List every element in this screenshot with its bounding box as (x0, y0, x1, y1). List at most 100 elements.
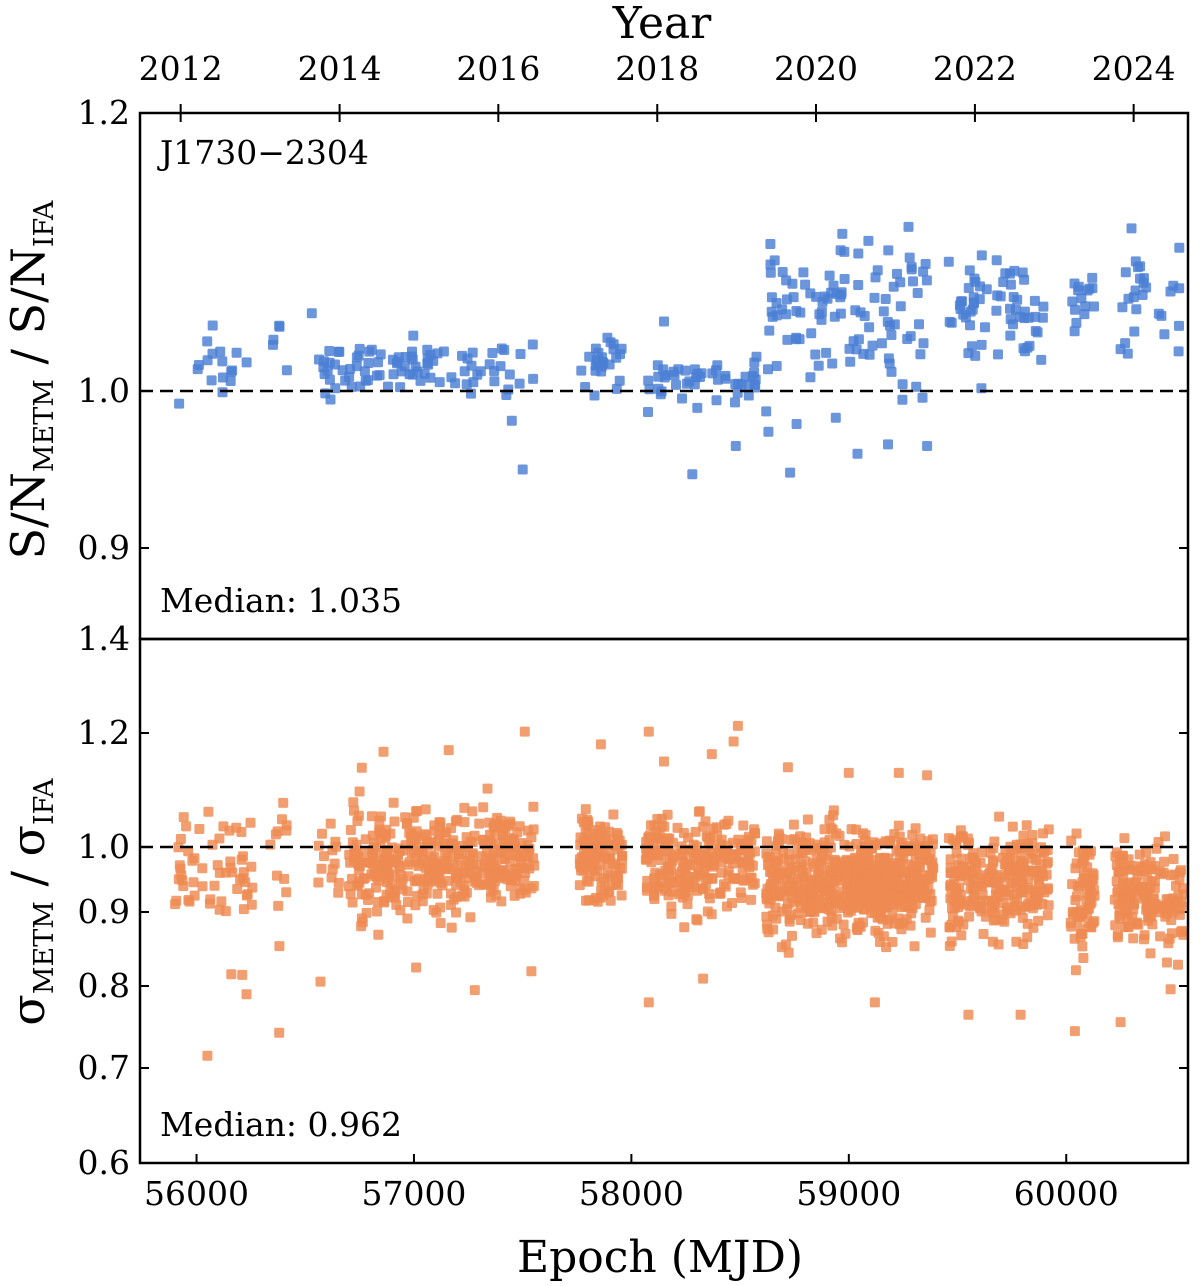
sigma-ratio-point (574, 880, 585, 891)
snr-ratio-point (584, 351, 595, 362)
snr-ratio-point (888, 281, 899, 292)
sigma-ratio-point (1145, 857, 1156, 868)
sigma-ratio-point (843, 767, 854, 778)
sigma-ratio-point (643, 997, 654, 1008)
snr-ratio-point (1159, 329, 1170, 340)
snr-ratio-point (407, 369, 418, 380)
snr-ratio-point (967, 304, 978, 315)
snr-ratio-point (202, 355, 213, 366)
sigma-ratio-point (716, 867, 727, 878)
sigma-ratio-point (667, 837, 678, 848)
sigma-ratio-point (859, 859, 870, 870)
sigma-ratio-point (1115, 1017, 1126, 1028)
sigma-ratio-point (331, 841, 341, 852)
sigma-ratio-point (413, 873, 424, 884)
snr-ratio-point (1117, 302, 1128, 313)
snr-ratio-point (608, 344, 619, 355)
snr-ratio-point (855, 307, 866, 318)
top-y-axis-label: S/NMETM / S/NIFA (1, 200, 60, 559)
sigma-ratio-point (985, 863, 996, 874)
sigma-ratio-point (181, 821, 192, 832)
top-ytick-label: 1.0 (78, 371, 130, 410)
sigma-ratio-point (1146, 876, 1157, 887)
snr-ratio-point (226, 366, 237, 377)
snr-ratio-point (576, 365, 587, 376)
mjd-tick-label: 60000 (1014, 1174, 1119, 1213)
snr-ratio-point (876, 338, 887, 349)
snr-ratio-point (817, 296, 828, 307)
sigma-ratio-point (767, 910, 778, 921)
bottom-ylabel-main: σ (1, 994, 55, 1025)
snr-ratio-point (922, 441, 933, 451)
sigma-ratio-point (956, 853, 967, 864)
sigma-ratio-point (1018, 830, 1029, 841)
sigma-ratio-point (319, 851, 329, 862)
sigma-ratio-point (720, 881, 731, 892)
year-tick-label: 2022 (933, 49, 1017, 88)
snr-ratio-point (658, 364, 669, 375)
snr-ratio-point (351, 361, 362, 372)
snr-ratio-point (904, 252, 915, 263)
snr-ratio-point (810, 349, 821, 360)
sigma-ratio-point (354, 786, 365, 797)
snr-ratio-point (765, 267, 776, 278)
snr-ratio-point (589, 390, 600, 401)
sigma-ratio-point (467, 806, 478, 817)
top-yticks: 0.9 1.0 1.2 (78, 93, 1188, 567)
snr-ratio-point (334, 346, 345, 357)
snr-ratio-point (829, 311, 840, 322)
sigma-ratio-point (1119, 833, 1130, 844)
snr-ratio-point (837, 228, 848, 239)
sigma-ratio-point (469, 985, 480, 996)
sigma-ratio-point (238, 904, 249, 915)
snr-ratio-point (908, 276, 918, 287)
sigma-ratio-point (648, 840, 659, 851)
sigma-ratio-point (420, 804, 431, 815)
sigma-ratio-point (505, 819, 516, 829)
sigma-ratio-point (804, 838, 815, 849)
snr-ratio-point (777, 267, 788, 277)
sigma-ratio-point (914, 862, 925, 873)
sigma-ratio-point (885, 898, 896, 909)
snr-ratio-point (1129, 326, 1140, 337)
sigma-ratio-point (347, 837, 358, 848)
sigma-ratio-point (985, 847, 996, 858)
snr-ratio-point (475, 366, 486, 377)
top-ylabel-sep: / (1, 334, 55, 379)
sigma-ratio-point (922, 770, 933, 781)
snr-ratio-point (1073, 285, 1084, 296)
sigma-ratio-point (232, 884, 243, 894)
sigma-ratio-point (1041, 858, 1052, 869)
sigma-ratio-point (241, 890, 252, 901)
top-ylabel-sub: METM (29, 379, 60, 472)
snr-ratio-point (1071, 317, 1082, 328)
snr-ratio-point (337, 365, 348, 376)
sigma-ratio-point (496, 819, 507, 830)
snr-ratio-point (457, 350, 467, 361)
snr-ratio-point (805, 372, 816, 383)
sigma-ratio-point (762, 883, 773, 894)
snr-ratio-point (501, 390, 512, 400)
snr-ratio-point (915, 349, 926, 360)
sigma-ratio-point (236, 827, 247, 837)
sigma-ratio-point (841, 863, 852, 874)
snr-ratio-point (816, 306, 827, 317)
snr-ratio-point (743, 390, 754, 401)
sigma-ratio-point (812, 870, 823, 881)
sigma-ratio-point (1078, 953, 1089, 963)
snr-ratio-point (892, 268, 902, 279)
sigma-ratio-point (1112, 932, 1123, 943)
sigma-ratio-point (690, 826, 701, 837)
sigma-ratio-point (1018, 857, 1029, 868)
snr-ratio-point (487, 348, 498, 358)
sigma-ratio-point (794, 884, 805, 895)
sigma-ratio-point (866, 908, 877, 918)
snr-ratio-point (527, 339, 538, 350)
snr-ratio-point (388, 369, 399, 380)
sigma-ratio-point (870, 890, 881, 901)
sigma-ratio-point (890, 861, 901, 872)
sigma-ratio-point (664, 877, 675, 888)
sigma-ratio-point (580, 804, 591, 815)
sigma-ratio-point (949, 875, 960, 886)
sigma-ratio-point (976, 895, 987, 906)
